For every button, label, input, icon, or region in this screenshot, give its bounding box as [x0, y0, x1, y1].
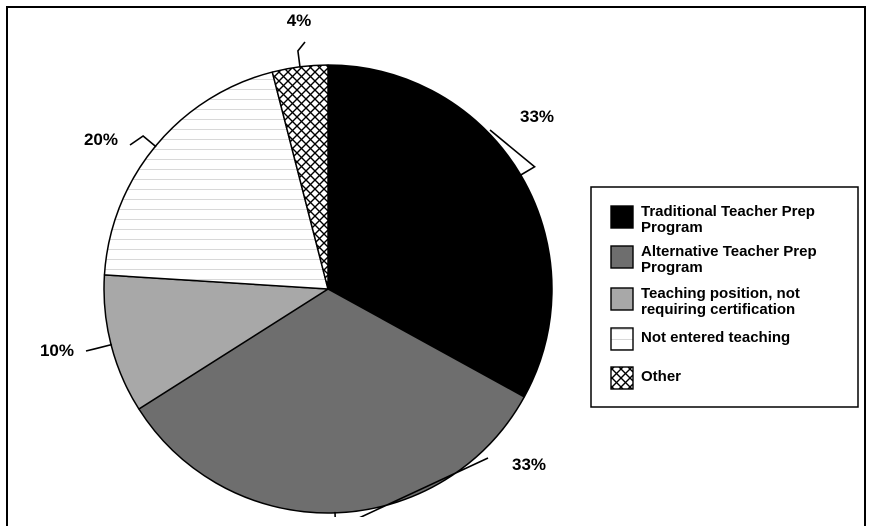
- legend-swatch-alternative: [610, 245, 634, 269]
- legend-item-traditional: Traditional Teacher Prep Program: [610, 203, 815, 236]
- leader-line-alternative: [334, 457, 489, 517]
- legend-swatch-not-entered: [610, 327, 634, 351]
- value-label-traditional: 33%: [520, 107, 554, 126]
- legend-label-line: Program: [641, 219, 703, 236]
- legend-label-line: Teaching position, not: [641, 285, 800, 302]
- legend-label-line: requiring certification: [641, 301, 795, 318]
- legend-item-teaching: Teaching position, not requiring certific…: [610, 285, 800, 318]
- legend: Traditional Teacher Prep ProgramAlternati…: [590, 186, 859, 408]
- legend-label-alternative: Alternative Teacher Prep Program: [641, 243, 817, 276]
- leader-line-traditional: [489, 129, 536, 177]
- chart-frame: [6, 6, 866, 526]
- leader-line-teaching: [85, 343, 113, 352]
- value-label-alternative: 33%: [512, 455, 546, 474]
- legend-label-not-entered: Not entered teaching: [641, 329, 790, 346]
- legend-label-line: Traditional Teacher Prep: [641, 203, 815, 220]
- leader-line-not-entered: [129, 134, 157, 148]
- legend-label-traditional: Traditional Teacher Prep Program: [641, 203, 815, 236]
- pie-slices: [103, 64, 553, 514]
- legend-item-other: Other: [610, 366, 681, 390]
- legend-item-not-entered: Not entered teaching: [610, 327, 790, 351]
- leader-line-other: [297, 41, 306, 68]
- legend-box: [590, 186, 859, 408]
- legend-label-line: Program: [641, 259, 703, 276]
- value-label-teaching: 10%: [40, 341, 74, 360]
- legend-item-alternative: Alternative Teacher Prep Program: [610, 243, 817, 276]
- legend-label-teaching: Teaching position, not requiring certific…: [641, 285, 800, 318]
- legend-swatch-traditional: [610, 205, 634, 229]
- legend-label-line: Alternative Teacher Prep: [641, 243, 817, 260]
- legend-label-line: Not entered teaching: [641, 329, 790, 346]
- legend-swatch-teaching: [610, 287, 634, 311]
- pie-value-labels: 33% 33% 10% 20% 4%: [40, 11, 554, 474]
- legend-swatch-other: [610, 366, 634, 390]
- pie-leader-lines: [85, 41, 536, 517]
- value-label-not-entered: 20%: [84, 130, 118, 149]
- legend-label-line: Other: [641, 368, 681, 385]
- legend-label-other: Other: [641, 368, 681, 385]
- value-label-other: 4%: [287, 11, 312, 30]
